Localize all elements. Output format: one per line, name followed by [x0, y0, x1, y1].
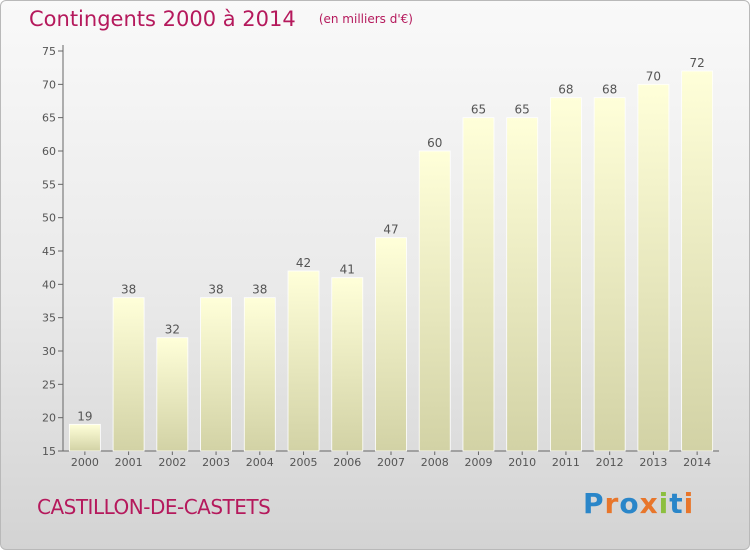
y-tick-label: 50: [42, 212, 56, 225]
data-label-2001: 38: [121, 283, 136, 297]
data-label-2000: 19: [77, 409, 92, 423]
data-label-2006: 41: [340, 263, 355, 277]
data-label-2005: 42: [296, 256, 311, 270]
y-tick-label: 35: [42, 312, 56, 325]
bar-2005[interactable]: [287, 270, 320, 452]
y-tick-label: 65: [42, 112, 56, 125]
chart-unit: (en milliers d'€): [318, 12, 413, 26]
logo-letter-5: t: [669, 487, 684, 520]
logo-letter-0: P: [583, 487, 605, 520]
y-tick-label: 25: [42, 378, 56, 391]
data-label-2014: 72: [689, 56, 704, 70]
x-tick-label-2004: 2004: [246, 456, 274, 469]
bar-2008[interactable]: [418, 150, 451, 452]
y-tick-label: 60: [42, 145, 56, 158]
data-label-2012: 68: [602, 83, 617, 97]
logo-letter-3: x: [639, 487, 659, 520]
y-tick-label: 30: [42, 345, 56, 358]
y-tick-label: 75: [42, 45, 56, 58]
bar-2003[interactable]: [200, 297, 232, 452]
data-label-2010: 65: [515, 103, 530, 117]
chart-title: Contingents 2000 à 2014: [29, 7, 296, 31]
x-tick-label-2008: 2008: [421, 456, 449, 469]
bar-2010[interactable]: [506, 117, 539, 452]
data-label-2009: 65: [471, 103, 486, 117]
bar-2009[interactable]: [462, 117, 495, 452]
x-tick-label-2003: 2003: [202, 456, 230, 469]
bar-2007[interactable]: [375, 237, 407, 452]
data-label-2013: 70: [646, 69, 661, 83]
x-tick-label-2002: 2002: [158, 456, 186, 469]
x-tick-label-2001: 2001: [115, 456, 143, 469]
x-tick-label-2012: 2012: [596, 456, 624, 469]
y-tick-label: 15: [42, 445, 56, 458]
chart-labels: 19 38 32 38 38 42 41 47 60 65 65 68 68 70 72: [77, 56, 705, 423]
x-tick-label-2007: 2007: [377, 456, 405, 469]
y-tick-label: 70: [42, 78, 56, 91]
bar-2004[interactable]: [243, 297, 276, 452]
bar-2013[interactable]: [637, 83, 670, 452]
chart-bars: [68, 70, 714, 452]
bar-2000[interactable]: [68, 423, 101, 452]
logo-letter-2: o: [619, 487, 640, 520]
bar-2014[interactable]: [681, 70, 714, 452]
x-tick-label-2009: 2009: [464, 456, 492, 469]
data-label-2008: 60: [427, 136, 442, 150]
logo-letter-1: r: [604, 487, 620, 520]
x-tick-label-2010: 2010: [508, 456, 536, 469]
bar-2012[interactable]: [593, 97, 626, 452]
bar-2011[interactable]: [550, 97, 582, 452]
bar-2001[interactable]: [112, 297, 145, 452]
data-label-2003: 38: [208, 283, 223, 297]
proxiti-logo[interactable]: Proxiti: [583, 487, 694, 520]
bar-2002[interactable]: [156, 337, 189, 452]
logo-letter-4: i: [658, 487, 670, 520]
y-tick-label: 45: [42, 245, 56, 258]
logo-letter-6: i: [683, 487, 695, 520]
data-label-2002: 32: [165, 323, 180, 337]
data-label-2004: 38: [252, 283, 267, 297]
x-tick-label-2005: 2005: [290, 456, 318, 469]
x-tick-label-2011: 2011: [552, 456, 580, 469]
x-tick-label-2006: 2006: [333, 456, 361, 469]
data-label-2007: 47: [383, 223, 398, 237]
commune-name: CASTILLON-DE-CASTETS: [37, 495, 271, 519]
y-tick-label: 20: [42, 412, 56, 425]
y-tick-label: 55: [42, 178, 56, 191]
x-tick-label-2013: 2013: [639, 456, 667, 469]
chart-title-block: Contingents 2000 à 2014 (en milliers d'€…: [29, 7, 413, 31]
bar-2006[interactable]: [331, 277, 364, 452]
chart-axes: 15 20 25 30 35 40 45 50 55 60 65 70 75 2000 2001 2002 20…: [42, 45, 719, 469]
x-tick-label-2014: 2014: [683, 456, 711, 469]
y-tick-label: 40: [42, 278, 56, 291]
data-label-2011: 68: [558, 83, 573, 97]
x-tick-label-2000: 2000: [71, 456, 99, 469]
